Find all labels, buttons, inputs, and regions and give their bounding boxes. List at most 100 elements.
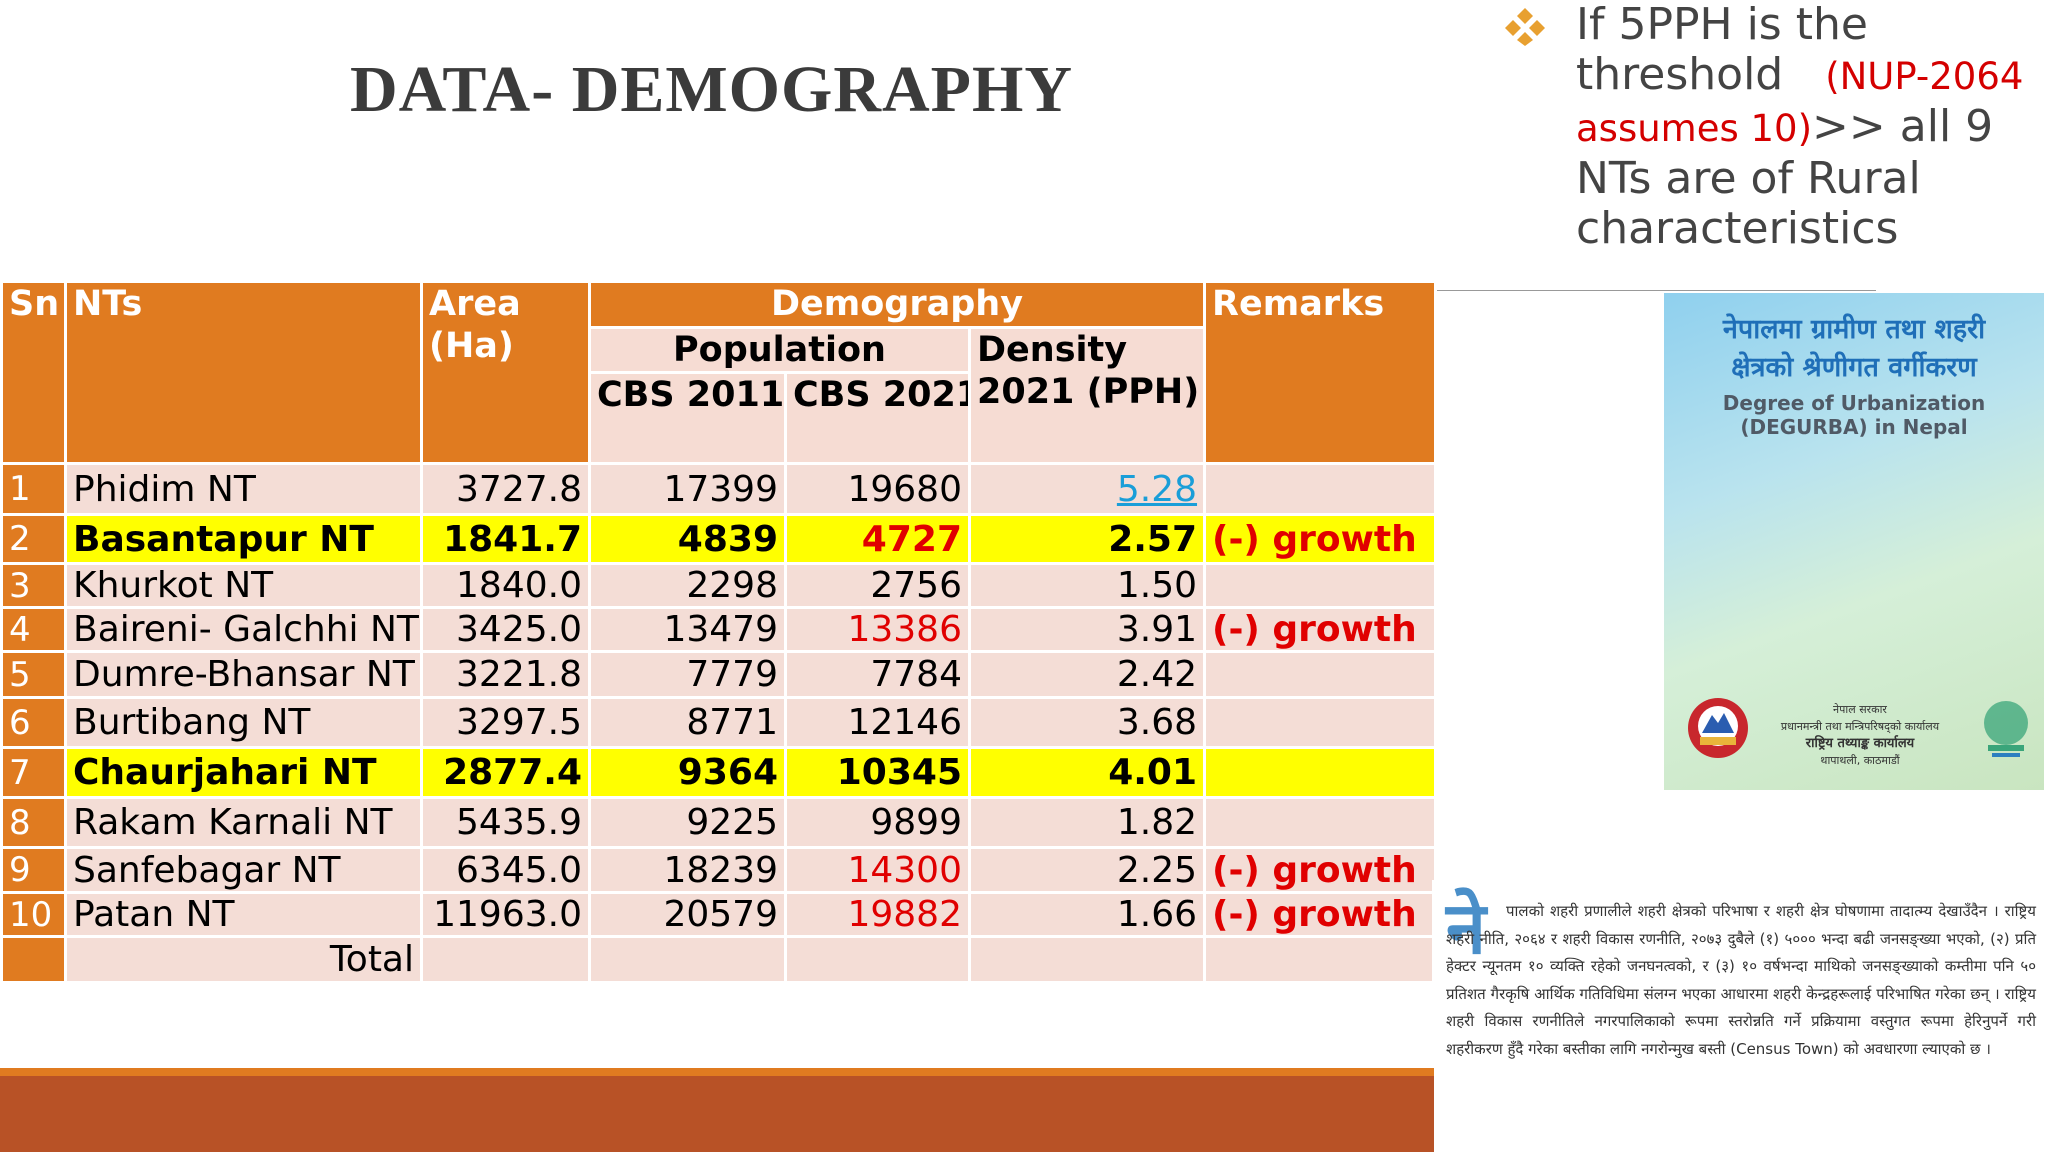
- header-density-label: Density: [977, 330, 1128, 371]
- header-demography: Demography: [587, 280, 1207, 329]
- total-density: [967, 935, 1207, 984]
- header-sn: Sn: [0, 280, 67, 465]
- nepal-emblem-icon: [1688, 698, 1748, 758]
- row-remark: [1203, 796, 1438, 849]
- cover-title-line-2: क्षेत्रको श्रेणीगत वर्गीकरण: [1731, 352, 1977, 383]
- row-area: 1840.0: [420, 562, 591, 609]
- row-density: 1.50: [967, 562, 1207, 609]
- row-area: 5435.9: [420, 796, 591, 849]
- row-density: 3.68: [967, 696, 1207, 749]
- row-sn: 9: [0, 846, 67, 894]
- row-sn: 7: [0, 746, 67, 799]
- table-row: 3 Khurkot NT 1840.0 2298 2756 1.50: [0, 562, 1438, 609]
- row-nt-name: Basantapur NT: [64, 513, 423, 565]
- row-sn: 8: [0, 796, 67, 849]
- row-nt-name: Burtibang NT: [64, 696, 423, 749]
- note-line-1: If 5PPH is the: [1576, 0, 1868, 50]
- cover-subtitle-line-2: (DEGURBA) in Nepal: [1740, 415, 1968, 439]
- row-area: 3221.8: [420, 650, 591, 699]
- note-line-4: NTs are of Rural: [1576, 153, 1921, 204]
- office-line-2: प्रधानमन्त्री तथा मन्त्रिपरिषद्को कार्या…: [1780, 720, 1940, 733]
- row-sn: 6: [0, 696, 67, 749]
- excerpt-text: पालको शहरी प्रणालीले शहरी क्षेत्रको परिभ…: [1446, 902, 2036, 1058]
- total-cbs-2011: [588, 935, 787, 984]
- row-area: 6345.0: [420, 846, 591, 894]
- row-nt-name: Phidim NT: [64, 462, 423, 516]
- header-remarks: Remarks: [1203, 280, 1438, 465]
- row-cbs-2011: 4839: [588, 513, 787, 565]
- total-label: Total: [64, 935, 423, 984]
- drop-cap: ने: [1446, 886, 1486, 970]
- diamond-bullet-icon: [1505, 8, 1545, 46]
- total-area: [420, 935, 591, 984]
- row-nt-name: Sanfebagar NT: [64, 846, 423, 894]
- row-nt-name: Patan NT: [64, 891, 423, 938]
- excerpt-paragraph: पालको शहरी प्रणालीले शहरी क्षेत्रको परिभ…: [1446, 898, 2036, 1063]
- degurba-report-cover: नेपालमा ग्रामीण तथा शहरी क्षेत्रको श्रेण…: [1664, 293, 2044, 790]
- row-remark: [1203, 562, 1438, 609]
- row-remark: [1203, 746, 1438, 799]
- table-row: 1 Phidim NT 3727.8 17399 19680 5.28: [0, 462, 1438, 516]
- row-nt-name: Rakam Karnali NT: [64, 796, 423, 849]
- row-cbs-2011: 8771: [588, 696, 787, 749]
- row-sn: 10: [0, 891, 67, 938]
- row-area: 11963.0: [420, 891, 591, 938]
- note-reference-red: (NUP-2064: [1825, 55, 2024, 98]
- divider-line: [1434, 290, 1876, 291]
- header-population: Population: [588, 326, 971, 374]
- row-area: 3727.8: [420, 462, 591, 516]
- slide-title: DATA- DEMOGRAPHY: [350, 53, 1073, 126]
- row-cbs-2021: 4727: [784, 513, 971, 565]
- note-assumption-red: assumes 10): [1576, 107, 1813, 150]
- row-nt-name: Chaurjahari NT: [64, 746, 423, 799]
- header-area-unit: (Ha): [429, 326, 514, 366]
- total-remark: [1203, 935, 1438, 984]
- row-cbs-2021: 12146: [784, 696, 971, 749]
- row-density: 5.28: [967, 462, 1207, 516]
- total-row: Total: [0, 935, 1438, 984]
- row-cbs-2011: 2298: [588, 562, 787, 609]
- row-density: 1.82: [967, 796, 1207, 849]
- row-nt-name: Dumre-Bhansar NT: [64, 650, 423, 699]
- table-row: 7 Chaurjahari NT 2877.4 9364 10345 4.01: [0, 746, 1438, 799]
- row-remark: [1203, 462, 1438, 516]
- office-line-3: राष्ट्रिय तथ्याङ्क कार्यालय: [1805, 736, 1915, 751]
- header-nts: NTs: [64, 280, 423, 465]
- cover-subtitle: Degree of Urbanization (DEGURBA) in Nepa…: [1664, 391, 2044, 439]
- footer-accent-line: [0, 1068, 1434, 1076]
- row-cbs-2021: 2756: [784, 562, 971, 609]
- cover-subtitle-line-1: Degree of Urbanization: [1722, 391, 1986, 415]
- row-remark: (-) growth: [1203, 513, 1438, 565]
- row-area: 3425.0: [420, 606, 591, 653]
- header-area: Area (Ha): [420, 280, 591, 465]
- row-density: 4.01: [967, 746, 1207, 799]
- row-cbs-2011: 17399: [588, 462, 787, 516]
- row-density: 3.91: [967, 606, 1207, 653]
- header-cbs-2021: CBS 2021: [784, 371, 971, 465]
- note-line-3: >> all 9: [1812, 101, 1994, 152]
- row-cbs-2011: 13479: [588, 606, 787, 653]
- row-area: 2877.4: [420, 746, 591, 799]
- header-area-label: Area: [429, 284, 521, 325]
- nepali-text-excerpt: ने पालको शहरी प्रणालीले शहरी क्षेत्रको प…: [1432, 880, 2044, 1125]
- row-cbs-2011: 20579: [588, 891, 787, 938]
- row-cbs-2011: 9225: [588, 796, 787, 849]
- row-cbs-2021: 19882: [784, 891, 971, 938]
- row-cbs-2011: 7779: [588, 650, 787, 699]
- row-area: 1841.7: [420, 513, 591, 565]
- row-density: 2.57: [967, 513, 1207, 565]
- row-density: 1.66: [967, 891, 1207, 938]
- row-remark: (-) growth: [1203, 846, 1438, 894]
- table-row: 4 Baireni- Galchhi NT 3425.0 13479 13386…: [0, 606, 1438, 653]
- table-row: 10 Patan NT 11963.0 20579 19882 1.66 (-)…: [0, 891, 1438, 938]
- table-row: 8 Rakam Karnali NT 5435.9 9225 9899 1.82: [0, 796, 1438, 849]
- table-row: 2 Basantapur NT 1841.7 4839 4727 2.57 (-…: [0, 513, 1438, 565]
- total-cbs-2021: [784, 935, 971, 984]
- header-density: Density 2021 (PPH): [967, 326, 1207, 465]
- header-density-unit: 2021 (PPH): [977, 372, 1200, 412]
- footer-bar: [0, 1076, 1434, 1152]
- cover-office: नेपाल सरकार प्रधानमन्त्री तथा मन्त्रिपरि…: [1760, 701, 1960, 769]
- row-sn: 1: [0, 462, 67, 516]
- density-link[interactable]: 5.28: [1116, 468, 1198, 510]
- table-row: 6 Burtibang NT 3297.5 8771 12146 3.68: [0, 696, 1438, 749]
